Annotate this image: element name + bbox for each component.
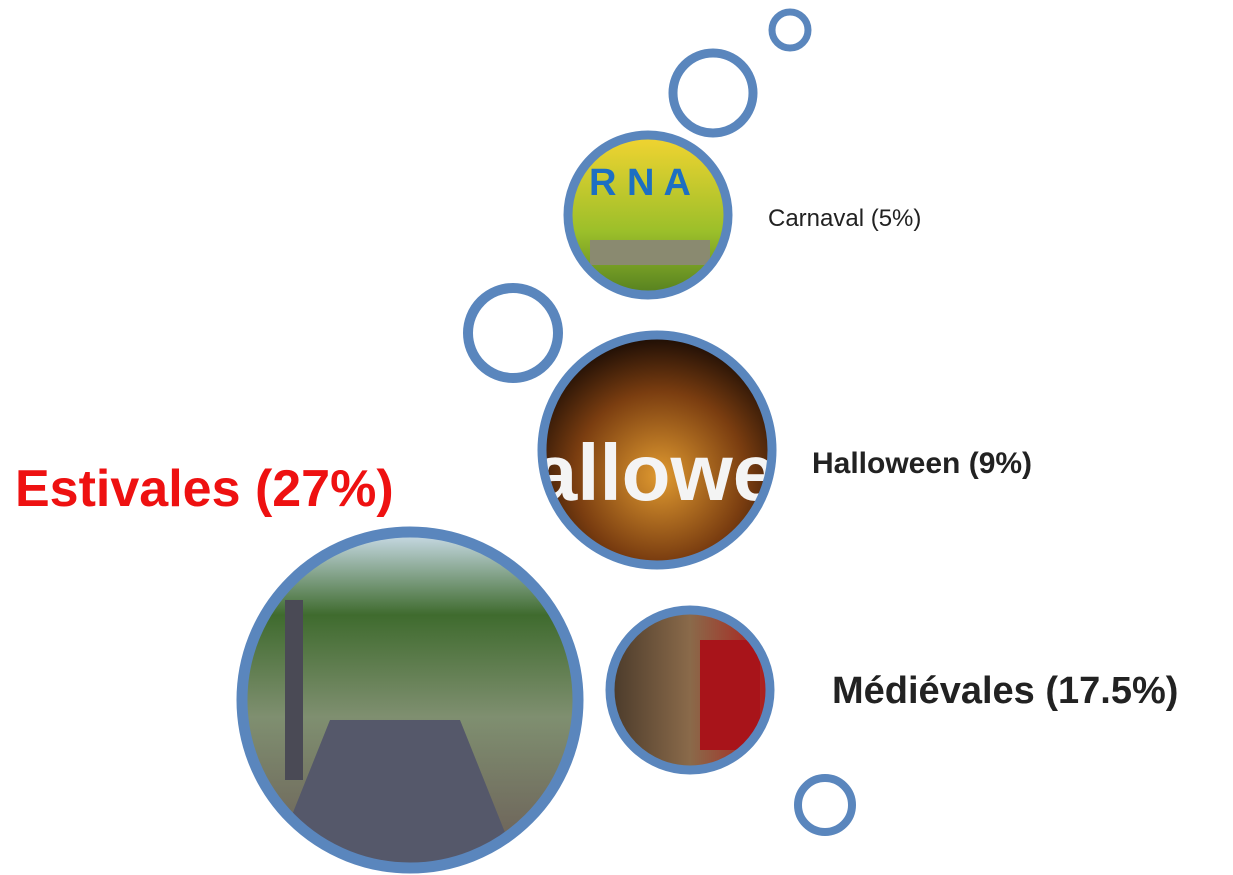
label: Carnaval (5%) (768, 205, 921, 232)
photo-ring (537, 330, 777, 570)
carnaval-photo: R N A (571, 138, 725, 292)
estivales-photo (245, 535, 575, 865)
photo-ring (236, 526, 584, 874)
photo-ring (605, 605, 775, 775)
label: Estivales (27%) (15, 460, 394, 518)
label: Halloween (9%) (812, 447, 1032, 480)
bubble (768, 8, 812, 52)
halloween-photo: allowe (533, 338, 778, 562)
photo-ring (563, 130, 733, 300)
bubble (668, 48, 758, 138)
bubble (463, 283, 563, 383)
svg-text:R N A: R N A (589, 162, 691, 204)
label: Médiévales (17.5%) (832, 670, 1178, 712)
svg-text:allowe: allowe (533, 428, 778, 517)
bubble (794, 774, 856, 836)
medievales-photo (613, 613, 767, 767)
